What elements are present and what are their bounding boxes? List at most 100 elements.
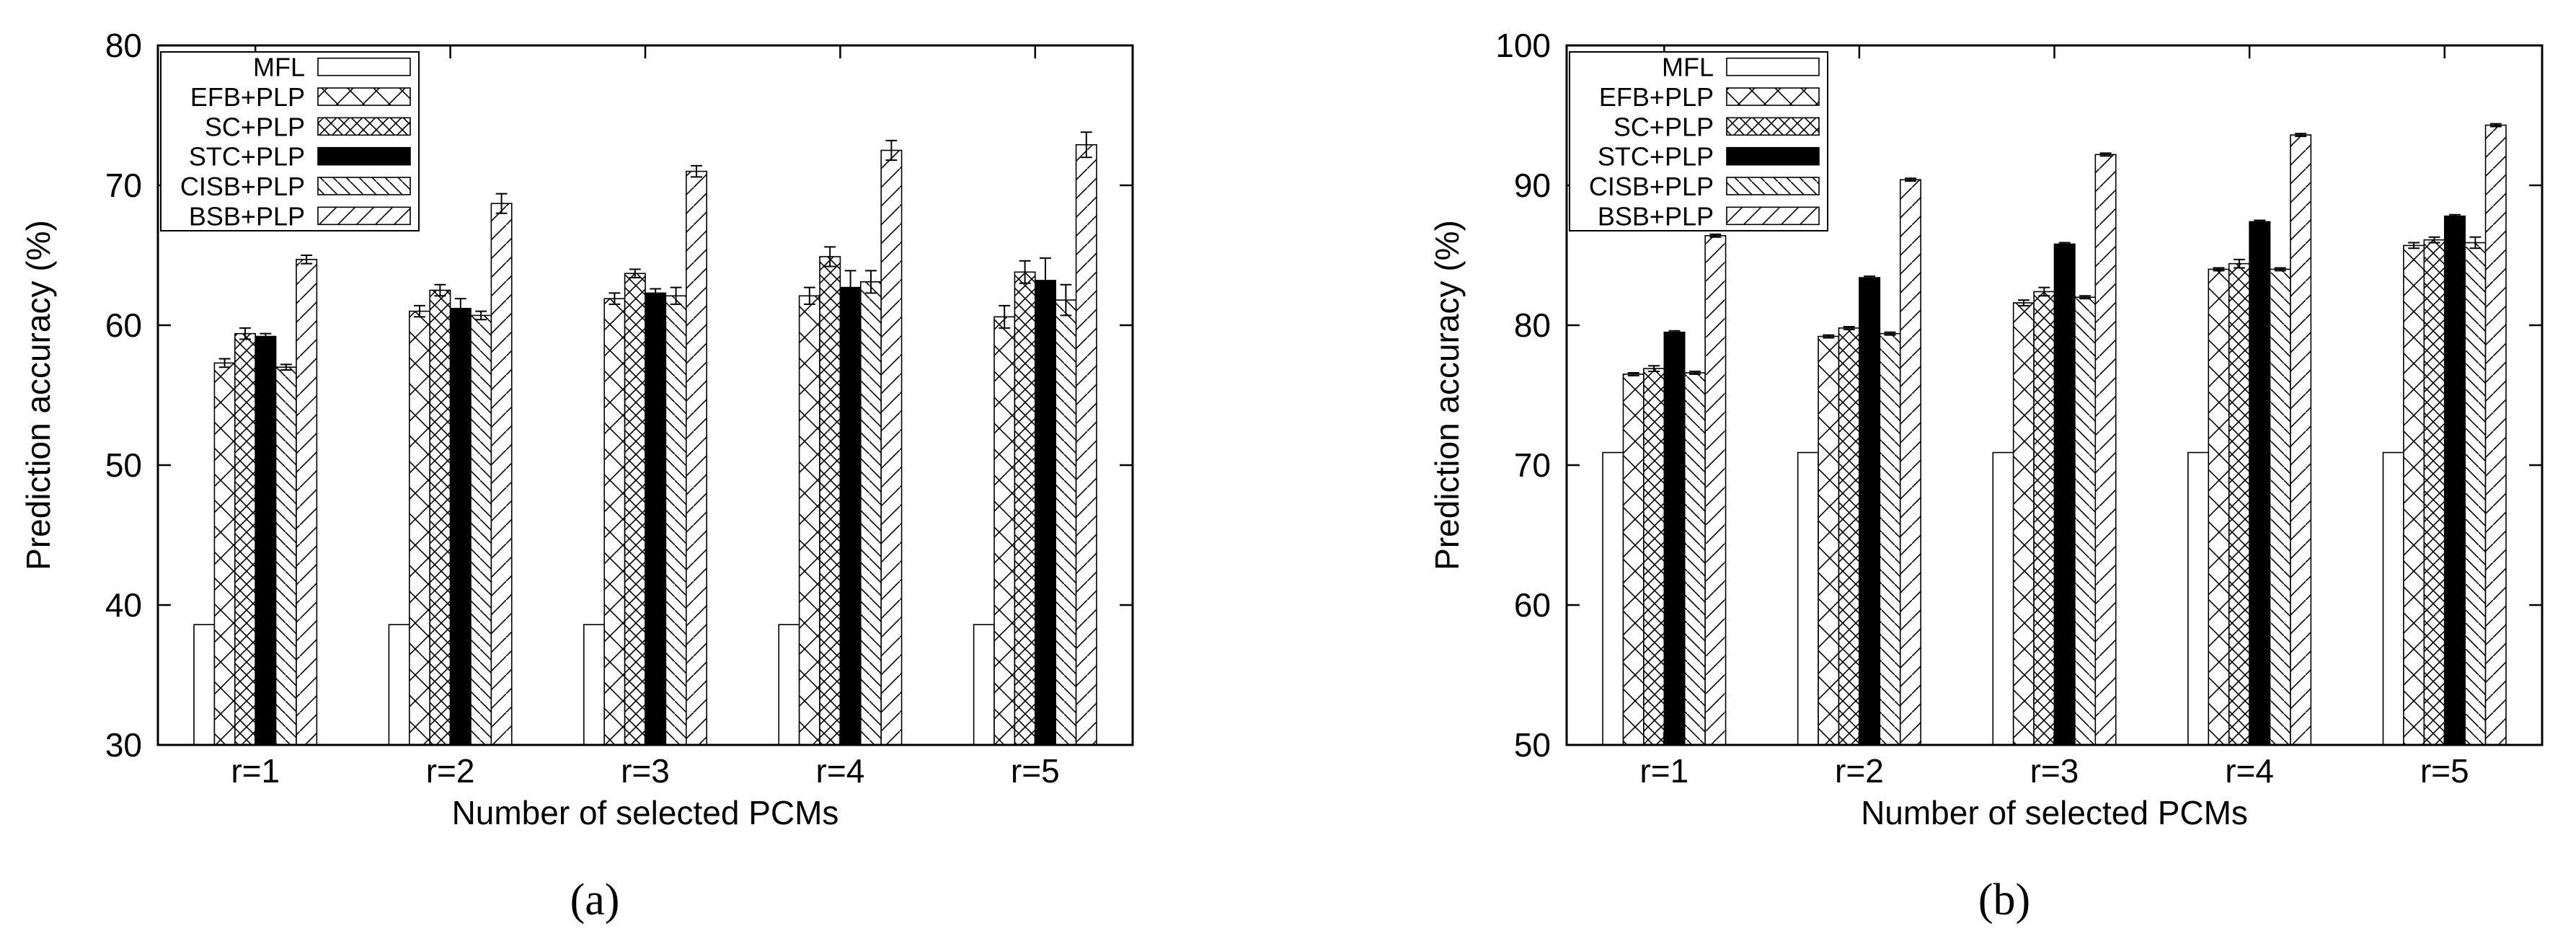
bar-cisb-plp: [2464, 242, 2487, 746]
bar-sc-plp: [1838, 327, 1860, 746]
error-bar: [885, 139, 898, 162]
error-bar: [2489, 123, 2502, 128]
bar-sc-plp: [2228, 262, 2250, 746]
y-tick-label: 70: [1514, 446, 1551, 484]
bar-sc-plp: [234, 332, 257, 746]
chart-panel-a: 30 40 50 60 70 80 r=1 r=2 r=3 r=4 r=5 Prediction a…: [19, 27, 1134, 924]
bar-efb-plp: [1818, 335, 1840, 746]
bar-mfl: [1602, 451, 1624, 746]
error-bar: [239, 327, 251, 340]
legend-swatch-cisb-plp: [317, 177, 411, 195]
legend-label: SC+PLP: [1614, 112, 1714, 141]
bar-bsb-plp: [2094, 154, 2117, 746]
error-bar: [1668, 330, 1681, 335]
error-bar: [2079, 295, 2092, 300]
bar-cisb-plp: [1683, 372, 1706, 746]
x-tick-label: r=3: [2030, 752, 2079, 790]
error-bar: [2408, 242, 2420, 250]
bar-efb-plp: [993, 316, 1016, 746]
error-bar: [475, 310, 487, 321]
y-tick-label: 90: [1514, 167, 1551, 204]
error-bar: [608, 292, 621, 305]
legend-label: BSB+PLP: [1598, 201, 1714, 231]
error-bar: [824, 246, 836, 268]
error-bar: [1864, 275, 1876, 280]
error-bar: [1823, 334, 1835, 339]
error-bar: [280, 363, 292, 371]
bar-bsb-plp: [296, 259, 318, 746]
error-bar: [434, 283, 446, 297]
bar-mfl: [193, 624, 216, 746]
bar-stc-plp: [2249, 221, 2271, 746]
bar-stc-plp: [645, 292, 667, 746]
error-bar: [1060, 283, 1072, 317]
legend-swatch-sc-plp: [1726, 117, 1820, 136]
legend-swatch-bsb-plp: [1726, 206, 1820, 226]
panel-label-a: (a): [570, 875, 620, 924]
bar-efb-plp: [213, 362, 236, 746]
error-bar: [1688, 371, 1701, 375]
bar-sc-plp: [624, 273, 646, 746]
x-tick-label: r=2: [426, 752, 475, 790]
bar-stc-plp: [449, 307, 472, 746]
bar-bsb-plp: [2484, 124, 2507, 746]
bar-stc-plp: [1035, 280, 1056, 746]
legend-label: CISB+PLP: [1589, 172, 1714, 201]
bar-stc-plp: [839, 286, 862, 746]
error-bar: [670, 286, 682, 305]
error-bar: [2428, 236, 2440, 244]
y-axis-label: Prediction accuracy (%): [19, 220, 57, 570]
bar-sc-plp: [429, 289, 451, 746]
error-bar: [218, 358, 231, 368]
x-tick-label: r=1: [231, 752, 280, 790]
legend-label: STC+PLP: [1598, 142, 1714, 172]
y-tick-label: 60: [105, 306, 142, 344]
bar-stc-plp: [254, 335, 277, 746]
legend-label: MFL: [1662, 53, 1714, 82]
chart-panel-b: 50 60 70 80 90 100 r=1 r=2 r=3 r=4 r=5 Prediction …: [1428, 27, 2544, 924]
axis-ticks: 30 40 50 60 70 80 r=1 r=2 r=3 r=4 r=5: [105, 27, 1133, 790]
error-bar: [2295, 133, 2307, 138]
error-bar: [691, 164, 702, 178]
error-bar: [2274, 267, 2286, 272]
panel-label-b: (b): [1978, 875, 2030, 924]
error-bar: [2233, 258, 2245, 269]
bar-stc-plp: [2053, 243, 2076, 746]
error-bar: [999, 304, 1011, 329]
error-bar: [1040, 257, 1051, 304]
legend-swatch-efb-plp: [1726, 87, 1820, 106]
legend-swatch-bsb-plp: [317, 206, 411, 226]
x-tick-label: r=1: [1639, 752, 1688, 790]
error-bar: [1019, 260, 1031, 284]
bar-cisb-plp: [275, 366, 297, 746]
legend-label: STC+PLP: [189, 142, 305, 172]
x-tick-label: r=3: [621, 752, 670, 790]
bar-bsb-plp: [1704, 235, 1727, 746]
legend-swatch-cisb-plp: [1726, 177, 1820, 195]
bar-mfl: [583, 624, 606, 746]
error-bar: [844, 270, 857, 305]
x-axis-label: Number of selected PCMs: [452, 794, 839, 831]
bar-mfl: [1992, 451, 2014, 746]
error-bar: [2213, 267, 2225, 272]
legend-swatch-mfl: [317, 57, 411, 76]
error-bar: [1904, 177, 1916, 182]
axis-ticks: 50 60 70 80 90 100 r=1 r=2 r=3 r=4 r=5: [1495, 27, 2542, 790]
bar-sc-plp: [1014, 271, 1036, 746]
x-tick-label: r=4: [816, 752, 865, 790]
error-bar: [495, 193, 508, 214]
bar-efb-plp: [2208, 268, 2230, 746]
y-tick-label: 50: [105, 446, 142, 484]
bar-mfl: [2187, 451, 2210, 746]
y-tick-label: 40: [105, 586, 142, 624]
y-tick-label: 80: [1514, 306, 1551, 344]
legend-swatch-mfl: [1726, 57, 1820, 76]
x-tick-label: r=5: [1011, 752, 1060, 790]
y-tick-label: 60: [1514, 586, 1551, 624]
x-axis-label: Number of selected PCMs: [1861, 794, 2248, 831]
error-bar: [650, 288, 662, 299]
bar-sc-plp: [2033, 291, 2055, 746]
error-bar: [260, 332, 272, 340]
y-tick-label: 30: [105, 726, 142, 764]
